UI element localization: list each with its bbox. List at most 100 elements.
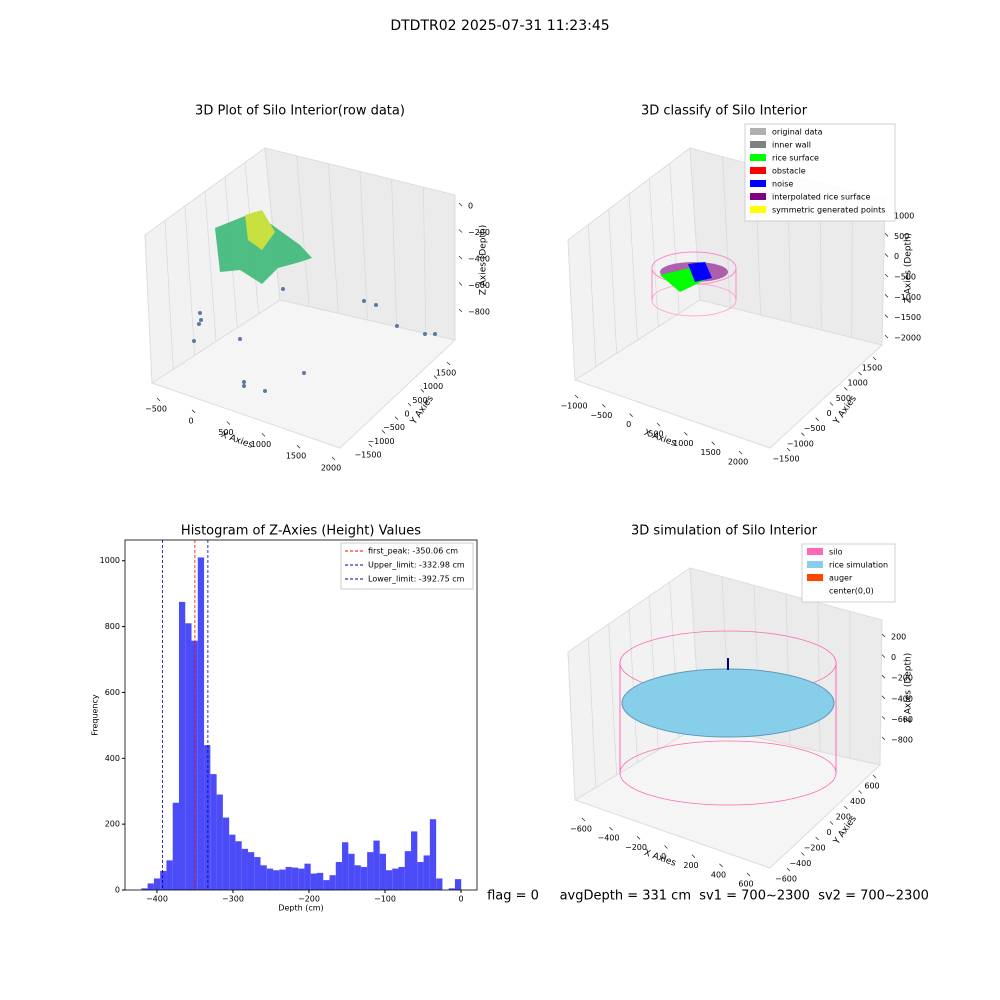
pane-grid bbox=[422, 187, 427, 334]
legend-swatch bbox=[750, 193, 766, 200]
bar bbox=[411, 831, 418, 890]
tick-mark bbox=[881, 654, 886, 658]
z-tick-label: −1000 bbox=[894, 293, 921, 302]
pane-grid bbox=[648, 178, 659, 327]
x-tick-label: 0 bbox=[458, 895, 463, 904]
y-tick-label: 0 bbox=[404, 410, 409, 419]
z-tick-label: −800 bbox=[468, 308, 490, 317]
bar bbox=[166, 860, 173, 890]
legend-swatch bbox=[807, 548, 823, 555]
tick-mark bbox=[368, 443, 373, 448]
bar bbox=[385, 870, 393, 890]
z-tick-label: −1500 bbox=[894, 313, 921, 322]
legend-label: symmetric generated points bbox=[772, 206, 885, 215]
pane-grid bbox=[608, 209, 618, 354]
bar bbox=[323, 880, 330, 890]
tick-mark bbox=[884, 314, 889, 318]
bar bbox=[379, 853, 386, 890]
bar bbox=[216, 794, 223, 890]
tick-mark bbox=[829, 402, 834, 406]
z-tick-label: 1000 bbox=[894, 212, 914, 221]
bar bbox=[147, 883, 154, 890]
chart-title: 3D Plot of Silo Interior(row data) bbox=[195, 104, 405, 119]
legend-label: original data bbox=[772, 128, 823, 137]
bar bbox=[423, 855, 430, 890]
tick-mark bbox=[629, 413, 633, 417]
axis-label: Z Axies (Depth) bbox=[479, 225, 489, 296]
y-tick-label: 200 bbox=[836, 813, 851, 822]
pane-grid bbox=[587, 637, 597, 788]
y-tick-label: 500 bbox=[412, 396, 427, 405]
x-tick-label: −600 bbox=[570, 825, 592, 834]
x-tick-label: 400 bbox=[711, 870, 726, 879]
bar bbox=[178, 601, 186, 890]
legend-label: obstacle bbox=[772, 167, 806, 176]
y-tick-label: 600 bbox=[864, 782, 879, 791]
chart-title: 3D simulation of Silo Interior bbox=[631, 524, 818, 539]
tick-mark bbox=[609, 826, 613, 831]
bar bbox=[241, 848, 248, 890]
tick-mark bbox=[881, 716, 886, 720]
tick-mark bbox=[433, 375, 438, 379]
z-tick-label: 200 bbox=[891, 633, 906, 642]
legend-label: inner wall bbox=[772, 141, 811, 150]
tick-mark bbox=[858, 790, 862, 794]
bar bbox=[367, 852, 374, 890]
x-tick-label: 0 bbox=[188, 416, 193, 425]
tick-mark bbox=[156, 397, 161, 402]
y-tick-label: −1000 bbox=[787, 439, 814, 448]
tick-mark bbox=[458, 202, 463, 207]
legend-label: Upper_limit: -332.98 cm bbox=[368, 561, 465, 570]
bar bbox=[185, 623, 192, 890]
pane-grid bbox=[608, 623, 618, 776]
legend-swatch bbox=[807, 587, 823, 594]
x-tick-label: −300 bbox=[222, 895, 244, 904]
y-tick-label: −500 bbox=[804, 424, 826, 433]
y-tick-label: 400 bbox=[850, 797, 865, 806]
bar bbox=[210, 774, 217, 890]
y-tick-label: 0 bbox=[826, 409, 831, 418]
x-tick-label: 1500 bbox=[700, 448, 720, 457]
point bbox=[395, 324, 399, 328]
legend-swatch bbox=[750, 206, 766, 213]
tick-mark bbox=[884, 253, 889, 257]
x-tick-label: −200 bbox=[298, 895, 320, 904]
y-tick-label: −400 bbox=[789, 859, 811, 868]
tick-mark bbox=[664, 845, 668, 849]
tick-mark bbox=[786, 447, 791, 452]
y-tick-label: −1500 bbox=[772, 455, 799, 464]
point-cloud bbox=[245, 210, 275, 250]
z-tick-label: −600 bbox=[468, 281, 490, 290]
point bbox=[362, 299, 366, 303]
bar bbox=[222, 817, 230, 890]
bar bbox=[279, 869, 286, 890]
x-tick-label: 0 bbox=[661, 852, 666, 861]
tick-mark bbox=[656, 422, 661, 427]
chart-title: 3D classify of Silo Interior bbox=[641, 104, 808, 119]
pane-grid bbox=[296, 155, 310, 307]
tick-mark bbox=[691, 854, 696, 858]
y-tick-label: 0 bbox=[115, 886, 120, 895]
tick-mark bbox=[394, 416, 399, 420]
y-tick-label: −1500 bbox=[354, 451, 381, 460]
rice bbox=[621, 668, 835, 738]
point bbox=[242, 380, 246, 384]
bar bbox=[235, 841, 242, 890]
x-tick-label: −200 bbox=[625, 843, 647, 852]
z-tick-label: −500 bbox=[894, 273, 916, 282]
tick-mark bbox=[884, 294, 889, 298]
pane-grid bbox=[204, 191, 217, 342]
tick-mark bbox=[458, 229, 463, 233]
tick-mark bbox=[581, 817, 586, 822]
pane-grid bbox=[327, 163, 339, 314]
tick-mark bbox=[226, 421, 231, 425]
x-tick-label: 500 bbox=[648, 430, 663, 439]
legend-label: interpolated rice surface bbox=[772, 193, 870, 202]
y-tick-label: 600 bbox=[105, 688, 120, 697]
y-tick-label: 1000 bbox=[423, 382, 443, 391]
tick-mark bbox=[881, 695, 886, 700]
legend-swatch bbox=[750, 141, 766, 148]
bar bbox=[360, 866, 368, 890]
pane-grid bbox=[628, 193, 638, 341]
